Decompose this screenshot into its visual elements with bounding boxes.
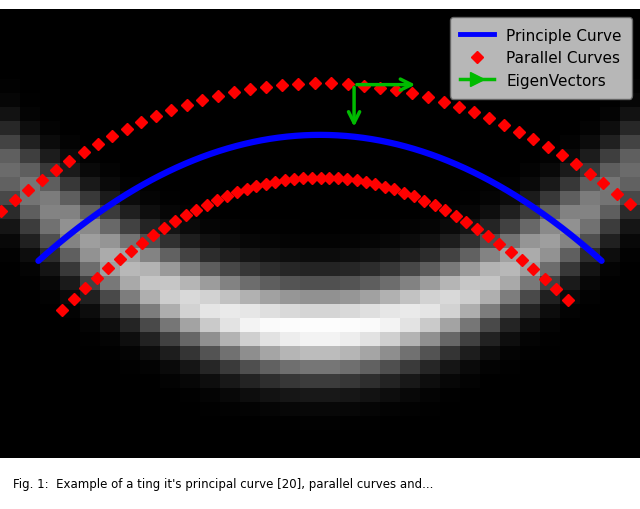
Legend: Principle Curve, Parallel Curves, EigenVectors: Principle Curve, Parallel Curves, EigenV… <box>450 18 632 99</box>
Text: Fig. 1:  Example of a ting it's principal curve [20], parallel curves and...: Fig. 1: Example of a ting it's principal… <box>13 477 433 490</box>
